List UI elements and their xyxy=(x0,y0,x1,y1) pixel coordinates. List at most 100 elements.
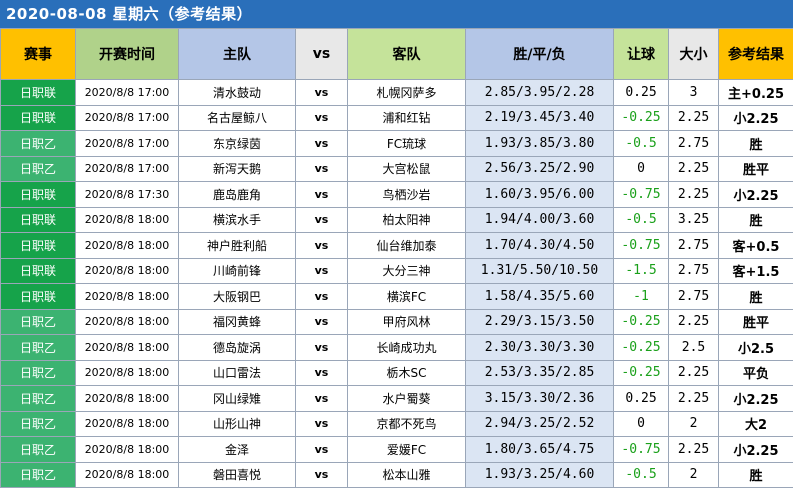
size-cell: 2.25 xyxy=(668,436,719,463)
home-team: 横滨水手 xyxy=(178,206,296,233)
table-row: 日职乙 2020/8/8 17:00 新泻天鹅 vs 大宫松鼠 2.56/3.25/2.9… xyxy=(0,155,793,182)
result-cell: 胜 xyxy=(718,130,793,157)
table-row: 日职联 2020/8/8 18:00 神户胜利船 vs 仙台维加泰 1.70/4.30/4… xyxy=(0,232,793,259)
result-cell: 小2.25 xyxy=(718,436,793,463)
odds-cell: 2.56/3.25/2.90 xyxy=(465,155,614,182)
table-row: 日职乙 2020/8/8 17:00 东京绿茵 vs FC琉球 1.93/3.85/3.8… xyxy=(0,130,793,157)
handicap-cell: -0.5 xyxy=(613,461,669,488)
time-cell: 2020/8/8 18:00 xyxy=(75,461,179,488)
result-cell: 胜平 xyxy=(718,155,793,182)
size-cell: 3.25 xyxy=(668,206,719,233)
league-cell: 日职联 xyxy=(0,181,76,208)
away-team: 京都不死鸟 xyxy=(347,410,466,437)
time-cell: 2020/8/8 17:00 xyxy=(75,79,179,106)
result-cell: 胜 xyxy=(718,461,793,488)
odds-cell: 1.94/4.00/3.60 xyxy=(465,206,614,233)
size-cell: 2.75 xyxy=(668,257,719,284)
time-cell: 2020/8/8 18:00 xyxy=(75,410,179,437)
league-cell: 日职乙 xyxy=(0,130,76,157)
away-team: 柏太阳神 xyxy=(347,206,466,233)
result-cell: 胜平 xyxy=(718,308,793,335)
league-cell: 日职联 xyxy=(0,206,76,233)
handicap-cell: -0.25 xyxy=(613,334,669,361)
home-team: 磐田喜悦 xyxy=(178,461,296,488)
handicap-cell: -0.25 xyxy=(613,308,669,335)
header-league: 赛事 xyxy=(0,28,76,80)
size-cell: 2.75 xyxy=(668,130,719,157)
handicap-cell: -0.25 xyxy=(613,104,669,131)
time-cell: 2020/8/8 18:00 xyxy=(75,257,179,284)
result-cell: 小2.25 xyxy=(718,385,793,412)
odds-cell: 1.70/4.30/4.50 xyxy=(465,232,614,259)
odds-cell: 2.85/3.95/2.28 xyxy=(465,79,614,106)
handicap-cell: -0.5 xyxy=(613,206,669,233)
table-row: 日职联 2020/8/8 17:00 名古屋鲸八 vs 浦和红钻 2.19/3.45/3.… xyxy=(0,104,793,131)
handicap-cell: 0.25 xyxy=(613,385,669,412)
time-cell: 2020/8/8 18:00 xyxy=(75,283,179,310)
header-size: 大小 xyxy=(668,28,719,80)
table-row: 日职联 2020/8/8 18:00 横滨水手 vs 柏太阳神 1.94/4.00/3.6… xyxy=(0,206,793,233)
away-team: 浦和红钻 xyxy=(347,104,466,131)
odds-cell: 1.93/3.25/4.60 xyxy=(465,461,614,488)
league-cell: 日职联 xyxy=(0,257,76,284)
time-cell: 2020/8/8 18:00 xyxy=(75,206,179,233)
away-team: 札幌冈萨多 xyxy=(347,79,466,106)
table-row: 日职联 2020/8/8 18:00 大阪钢巴 vs 横滨FC 1.58/4.35/5.6… xyxy=(0,283,793,310)
result-cell: 胜 xyxy=(718,206,793,233)
size-cell: 2.25 xyxy=(668,385,719,412)
away-team: 仙台维加泰 xyxy=(347,232,466,259)
size-cell: 2.25 xyxy=(668,181,719,208)
result-cell: 大2 xyxy=(718,410,793,437)
league-cell: 日职联 xyxy=(0,283,76,310)
result-cell: 主+0.25 xyxy=(718,79,793,106)
handicap-cell: 0 xyxy=(613,410,669,437)
handicap-cell: 0.25 xyxy=(613,79,669,106)
time-cell: 2020/8/8 17:00 xyxy=(75,104,179,131)
result-cell: 客+1.5 xyxy=(718,257,793,284)
vs-label: vs xyxy=(295,410,348,437)
time-cell: 2020/8/8 17:00 xyxy=(75,155,179,182)
size-cell: 2.75 xyxy=(668,283,719,310)
odds-cell: 1.80/3.65/4.75 xyxy=(465,436,614,463)
away-team: FC琉球 xyxy=(347,130,466,157)
header-time: 开赛时间 xyxy=(75,28,179,80)
header-odds: 胜/平/负 xyxy=(465,28,614,80)
odds-cell: 2.53/3.35/2.85 xyxy=(465,359,614,386)
handicap-cell: -0.25 xyxy=(613,359,669,386)
size-cell: 2 xyxy=(668,461,719,488)
size-cell: 2.25 xyxy=(668,359,719,386)
away-team: 松本山雅 xyxy=(347,461,466,488)
size-cell: 2.75 xyxy=(668,232,719,259)
odds-cell: 3.15/3.30/2.36 xyxy=(465,385,614,412)
table-row: 日职乙 2020/8/8 18:00 金泽 vs 爱媛FC 1.80/3.65/4.75-… xyxy=(0,436,793,463)
league-cell: 日职乙 xyxy=(0,334,76,361)
result-cell: 小2.25 xyxy=(718,104,793,131)
league-cell: 日职乙 xyxy=(0,436,76,463)
handicap-cell: -1.5 xyxy=(613,257,669,284)
home-team: 名古屋鲸八 xyxy=(178,104,296,131)
away-team: 水户蜀葵 xyxy=(347,385,466,412)
handicap-cell: -0.75 xyxy=(613,436,669,463)
result-cell: 小2.5 xyxy=(718,334,793,361)
vs-label: vs xyxy=(295,181,348,208)
away-team: 长崎成功丸 xyxy=(347,334,466,361)
odds-cell: 2.94/3.25/2.52 xyxy=(465,410,614,437)
league-cell: 日职乙 xyxy=(0,308,76,335)
result-cell: 小2.25 xyxy=(718,181,793,208)
home-team: 川崎前锋 xyxy=(178,257,296,284)
size-cell: 2.25 xyxy=(668,155,719,182)
table-row: 日职联 2020/8/8 17:30 鹿岛鹿角 vs 鸟栖沙岩 1.60/3.95/6.0… xyxy=(0,181,793,208)
home-team: 德岛旋涡 xyxy=(178,334,296,361)
vs-label: vs xyxy=(295,257,348,284)
league-cell: 日职乙 xyxy=(0,359,76,386)
table-row: 日职乙 2020/8/8 18:00 冈山绿雉 vs 水户蜀葵 3.15/3.30/2.3… xyxy=(0,385,793,412)
size-cell: 2.25 xyxy=(668,308,719,335)
away-team: 栃木SC xyxy=(347,359,466,386)
header-result: 参考结果 xyxy=(718,28,793,80)
odds-cell: 1.31/5.50/10.50 xyxy=(465,257,614,284)
league-cell: 日职乙 xyxy=(0,410,76,437)
table-row: 日职乙 2020/8/8 18:00 福冈黄蜂 vs 甲府风林 2.29/3.15/3.5… xyxy=(0,308,793,335)
home-team: 东京绿茵 xyxy=(178,130,296,157)
header-row: 赛事 开赛时间 主队 vs 客队 胜/平/负 让球 大小 参考结果 xyxy=(0,28,793,80)
header-home: 主队 xyxy=(178,28,296,80)
